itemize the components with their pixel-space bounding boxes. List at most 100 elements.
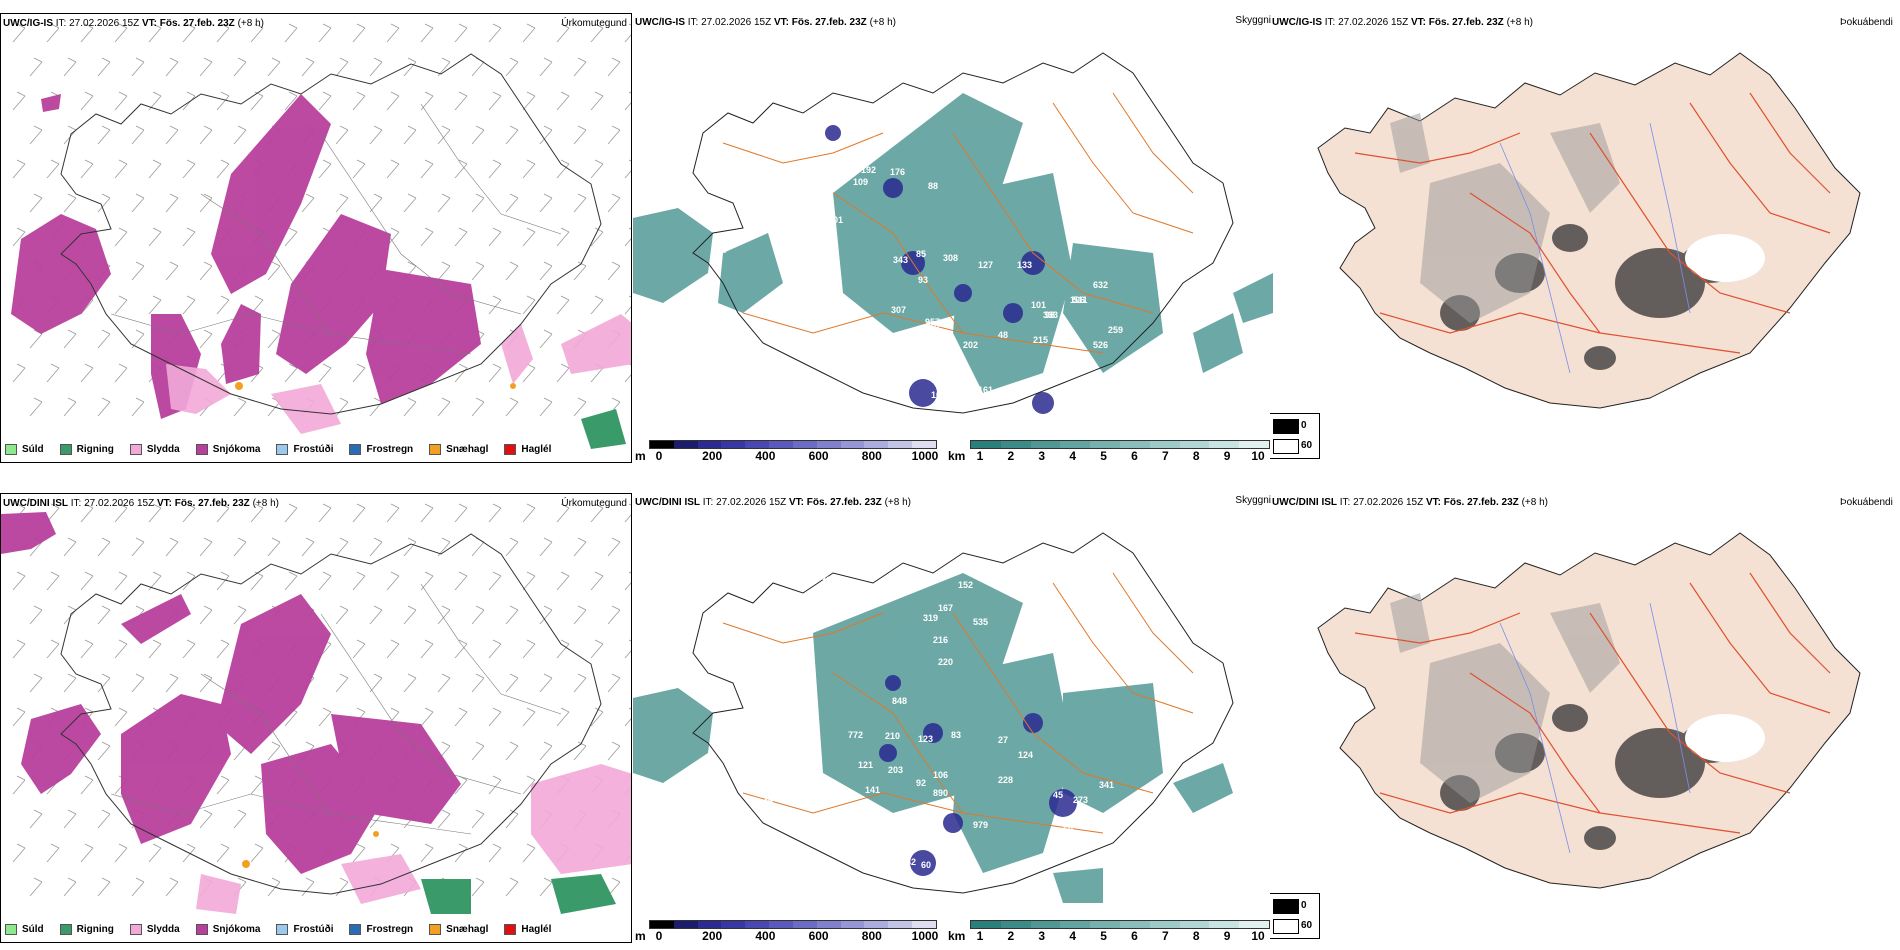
wind-barb <box>352 507 366 523</box>
wind-barb <box>29 333 43 349</box>
wind-barb <box>165 677 179 693</box>
wind-barb <box>539 677 553 693</box>
wind-barb-flag <box>509 125 519 131</box>
scale-swatch <box>1179 921 1210 928</box>
legend-item: Snæhagl <box>429 443 488 455</box>
wind-barb <box>454 95 468 111</box>
wind-barb <box>12 231 26 247</box>
wind-barb <box>80 95 94 111</box>
wind-barb <box>335 881 349 897</box>
wind-barb-flag <box>254 571 264 577</box>
wind-barb <box>420 575 434 591</box>
wind-barb <box>233 61 247 77</box>
wind-barb <box>386 163 400 179</box>
fog-map <box>1317 532 1861 889</box>
wind-barb <box>420 231 434 247</box>
scale-swatch <box>1149 441 1180 448</box>
wind-barb <box>352 27 366 43</box>
wind-barb-flag <box>594 503 604 509</box>
wind-barb <box>29 677 43 693</box>
legend-item: Slydda <box>129 443 180 455</box>
panel-header: UWC/IG-IS IT: 27.02.2026 15Z VT: Fös. 27… <box>3 18 264 29</box>
wind-barb <box>114 299 128 315</box>
wind-barb-flag <box>611 741 621 747</box>
legend-swatch <box>429 443 442 455</box>
wind-barb <box>97 813 111 829</box>
wind-barb-flag <box>67 193 77 199</box>
wind-barb <box>199 609 213 625</box>
wind-barb-flag <box>526 227 536 233</box>
wind-barb-flag <box>101 809 111 815</box>
wind-barb-flag <box>356 843 366 849</box>
wind-barb <box>369 129 383 145</box>
scale-unit: km <box>948 449 966 463</box>
wind-barb-flag <box>67 605 77 611</box>
wind-barb-flag <box>237 57 247 63</box>
wind-barb-flag <box>135 673 145 679</box>
wind-barb-flag <box>50 503 60 509</box>
visibility-value-label: 333 <box>873 135 888 145</box>
wind-barb <box>267 61 281 77</box>
visibility-value-label: 341 <box>1099 780 1114 790</box>
scale-unit: m <box>635 929 646 943</box>
wind-barb <box>539 541 553 557</box>
wind-barb <box>12 367 26 383</box>
wind-barb <box>454 643 468 659</box>
scale-tick-label: 1 <box>976 929 984 943</box>
wind-barb-flag <box>441 537 451 543</box>
legend-label: Snjókoma <box>212 923 261 935</box>
visibility-value-label: 308 <box>821 575 836 585</box>
wind-barb <box>165 129 179 145</box>
wind-barb <box>97 129 111 145</box>
wind-barb <box>488 367 502 383</box>
scale-swatch <box>745 441 770 448</box>
wind-barb-flag <box>577 605 587 611</box>
wind-barb <box>369 541 383 557</box>
wind-barb <box>488 711 502 727</box>
wind-barb-flag <box>135 193 145 199</box>
wind-barb-flag <box>424 91 434 97</box>
wind-barb-flag <box>492 571 502 577</box>
legend-label: Snæhagl <box>446 923 489 935</box>
wind-barb <box>556 95 570 111</box>
scale-swatch <box>1239 921 1269 928</box>
legend-label: Súld <box>22 923 44 935</box>
legend-swatch <box>5 443 17 455</box>
wind-barb <box>522 163 536 179</box>
legend-swatch <box>59 443 72 455</box>
panel-header: UWC/DINI ISL IT: 27.02.2026 15Z VT: Fös.… <box>635 497 911 508</box>
wind-barb-flag <box>560 639 570 645</box>
wind-barb-flag <box>271 329 281 335</box>
lead-time: (+8 h) <box>252 498 279 509</box>
wind-barb-flag <box>152 227 162 233</box>
visibility-value-label: 307 <box>891 305 906 315</box>
wind-barb-flag <box>322 503 332 509</box>
visibility-value-label: 526 <box>1093 340 1108 350</box>
visibility-value-label: 124 <box>1018 750 1033 760</box>
wind-barb-flag <box>237 809 247 815</box>
wind-barb-flag <box>101 329 111 335</box>
wind-barb <box>165 541 179 557</box>
it-time: 27.02.2026 15Z <box>1338 17 1409 28</box>
vt-label: VT: <box>1410 17 1426 28</box>
wind-barb-flag <box>526 639 536 645</box>
wind-barb-flag <box>152 295 162 301</box>
wind-barb-flag <box>560 707 570 713</box>
wind-barb <box>454 27 468 43</box>
wind-barb-flag <box>16 775 26 781</box>
scale-tick-label: 10 <box>1251 929 1265 943</box>
wind-barb <box>29 129 43 145</box>
wind-barb-flag <box>475 125 485 131</box>
scale-swatch <box>792 921 817 928</box>
wind-barb-flag <box>135 605 145 611</box>
visibility-value-label: 60 <box>921 860 931 870</box>
wind-barb <box>12 847 26 863</box>
wind-barb-flag <box>118 159 128 165</box>
wind-barb <box>488 507 502 523</box>
wind-barb <box>522 711 536 727</box>
wind-barb-flag <box>118 843 128 849</box>
scale-swatch <box>792 441 817 448</box>
visibility-value-label: 101 <box>1031 300 1046 310</box>
wind-barb-flag <box>543 261 553 267</box>
